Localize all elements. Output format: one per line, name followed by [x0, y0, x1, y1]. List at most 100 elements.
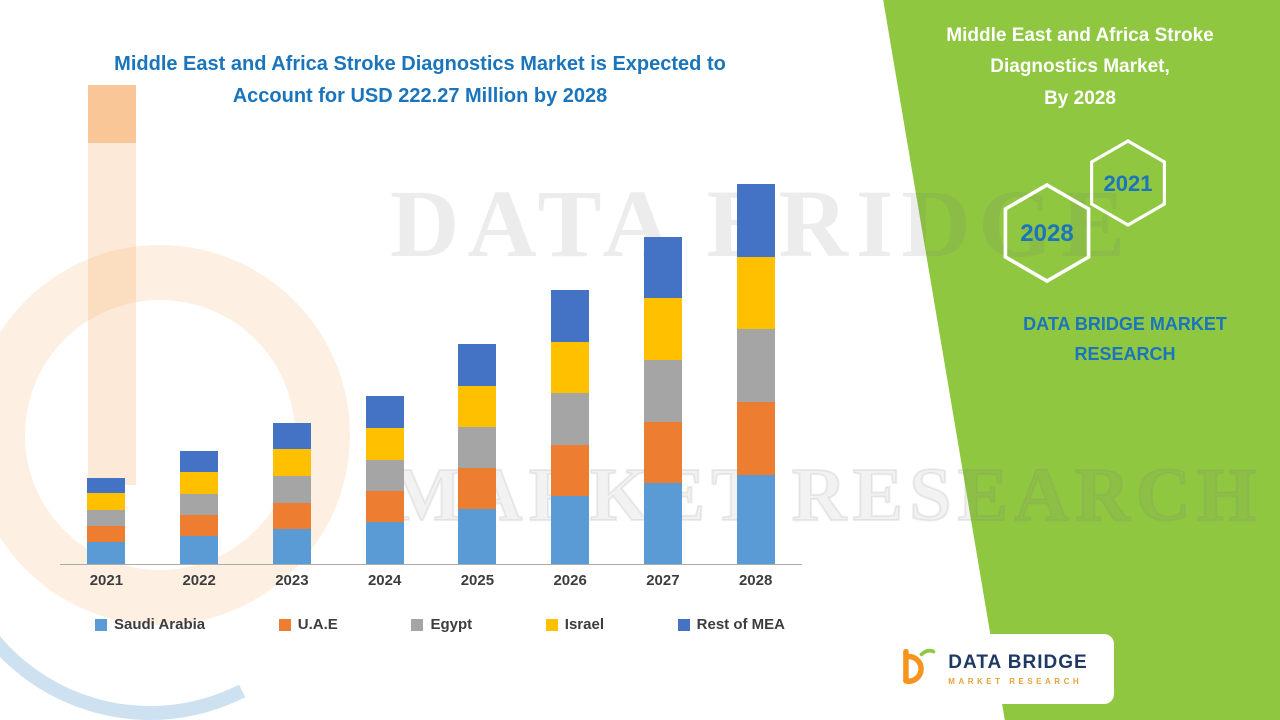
data-bridge-logo-icon: [903, 648, 936, 684]
bar-segment-israel: [643, 298, 682, 361]
legend-item-u-a-e: U.A.E: [278, 616, 338, 633]
legend-swatch: [545, 618, 558, 631]
bar-segment-egypt: [736, 329, 775, 403]
bar-segment-saudi-arabia: [87, 541, 126, 564]
hexagon-2021-shape: [1089, 139, 1166, 227]
bar-segment-rest-of-mea: [365, 396, 404, 428]
stacked-bar-2021: [87, 477, 126, 564]
legend-item-rest-of-mea: Rest of MEA: [677, 616, 785, 633]
legend-item-saudi-arabia: Saudi Arabia: [95, 616, 205, 633]
legend-swatch: [411, 618, 424, 631]
legend-label: U.A.E: [297, 616, 338, 633]
bar-segment-rest-of-mea: [272, 422, 311, 450]
stacked-bar-2028: [736, 183, 775, 564]
legend-label: Saudi Arabia: [114, 616, 206, 633]
bar-segment-rest-of-mea: [87, 477, 126, 494]
bar-column-2025: [431, 344, 524, 564]
bar-segment-egypt: [643, 360, 682, 422]
bar-column-2024: [338, 396, 431, 564]
bar-segment-israel: [736, 256, 775, 330]
bar-segment-saudi-arabia: [551, 495, 590, 564]
legend: Saudi Arabia U.A.E Egypt Israel Rest of MEA: [95, 616, 785, 633]
bar-segment-egypt: [458, 427, 497, 469]
bar-segment-u-a-e: [643, 421, 682, 483]
bar-segment-egypt: [180, 493, 219, 515]
bar-segment-u-a-e: [736, 402, 775, 475]
stacked-bar-2026: [551, 290, 590, 564]
brand-text-line1: DATA BRIDGE MARKET: [1023, 314, 1227, 334]
bar-segment-israel: [365, 427, 404, 460]
hexagon-2028-label: 2028: [1020, 220, 1073, 247]
legend-swatch: [278, 618, 291, 631]
brand-text-line2: RESEARCH: [1074, 343, 1176, 364]
bar-segment-israel: [272, 449, 311, 477]
bar-segment-u-a-e: [551, 444, 590, 496]
bar-segment-israel: [87, 493, 126, 510]
bar-segment-israel: [458, 385, 497, 428]
bar-segment-saudi-arabia: [180, 535, 219, 564]
bar-column-2027: [617, 236, 710, 564]
hexagon-2021-label: 2021: [1104, 171, 1153, 196]
bar-segment-saudi-arabia: [458, 509, 497, 564]
bar-segment-israel: [551, 341, 590, 394]
x-axis-label: 2028: [738, 572, 773, 589]
bar-segment-u-a-e: [365, 491, 404, 523]
chart-title-line2: Account for USD 222.27 Million by 2028: [232, 85, 608, 107]
chart-title: Middle East and Africa Stroke Diagnostic…: [40, 48, 800, 112]
legend-item-egypt: Egypt: [411, 616, 472, 633]
stacked-bar-2022: [180, 451, 219, 564]
bar-segment-egypt: [87, 509, 126, 526]
side-panel-title-line1: Middle East and Africa Stroke: [946, 25, 1214, 46]
footer-logo-subtitle: MARKET RESEARCH: [948, 677, 1083, 686]
footer-logo-box: DATA BRIDGE MARKET RESEARCH: [868, 634, 1114, 704]
legend-swatch: [95, 618, 107, 631]
side-panel-title: Middle East and Africa Stroke Diagnostic…: [900, 20, 1260, 114]
legend-label: Rest of MEA: [696, 616, 785, 633]
bar-segment-saudi-arabia: [272, 528, 311, 564]
x-axis-label: 2024: [367, 572, 402, 589]
x-axis-label: 2027: [646, 572, 680, 589]
hexagon-2028-shape: [1003, 182, 1091, 284]
bar-segment-saudi-arabia: [365, 522, 404, 564]
bar-segment-saudi-arabia: [736, 474, 775, 564]
bar-segment-egypt: [365, 459, 404, 492]
bar-column-2023: [246, 422, 339, 564]
bar-segment-u-a-e: [272, 502, 311, 529]
stacked-bar-2027: [643, 236, 682, 564]
hexagon-year-badges: 2021 2028: [1003, 139, 1166, 284]
bar-segment-rest-of-mea: [458, 344, 497, 386]
bar-segment-saudi-arabia: [643, 482, 682, 564]
stacked-bar-2025: [458, 344, 497, 564]
x-axis-label: 2023: [275, 572, 309, 589]
bar-column-2022: [153, 451, 246, 564]
stacked-bar-2024: [365, 396, 404, 564]
side-panel-title-line2: Diagnostics Market,: [990, 56, 1170, 78]
bar-segment-egypt: [272, 476, 311, 503]
legend-label: Israel: [564, 616, 604, 633]
bar-segment-rest-of-mea: [180, 451, 219, 473]
bar-segment-u-a-e: [458, 468, 497, 510]
legend-swatch: [677, 618, 690, 631]
bar-column-2026: [524, 290, 617, 564]
x-axis-label: 2022: [182, 572, 216, 589]
bar-segment-rest-of-mea: [643, 236, 682, 299]
x-axis-labels: 2021 2022 2023 2024 2025 2026 2027 2028: [60, 572, 802, 589]
side-panel-title-line3: By 2028: [1044, 87, 1116, 109]
bar-segment-rest-of-mea: [551, 290, 590, 342]
bar-segment-u-a-e: [180, 514, 219, 536]
bar-segment-egypt: [551, 393, 590, 445]
bar-column-2021: [60, 477, 153, 564]
legend-label: Egypt: [430, 616, 473, 633]
x-axis-label: 2025: [460, 572, 495, 589]
x-axis-label: 2026: [553, 572, 587, 589]
bar-segment-u-a-e: [87, 525, 126, 542]
bar-segment-rest-of-mea: [736, 183, 775, 257]
brand-text: DATA BRIDGE MARKET RESEARCH: [975, 310, 1275, 369]
chart-title-line1: Middle East and Africa Stroke Diagnostic…: [114, 53, 726, 75]
footer-logo-text: DATA BRIDGE MARKET RESEARCH: [948, 652, 1087, 686]
stacked-bar-chart: [60, 158, 802, 565]
stacked-bar-2023: [272, 422, 311, 564]
bar-column-2028: [709, 183, 802, 564]
legend-item-israel: Israel: [545, 616, 604, 633]
bar-segment-israel: [180, 472, 219, 494]
